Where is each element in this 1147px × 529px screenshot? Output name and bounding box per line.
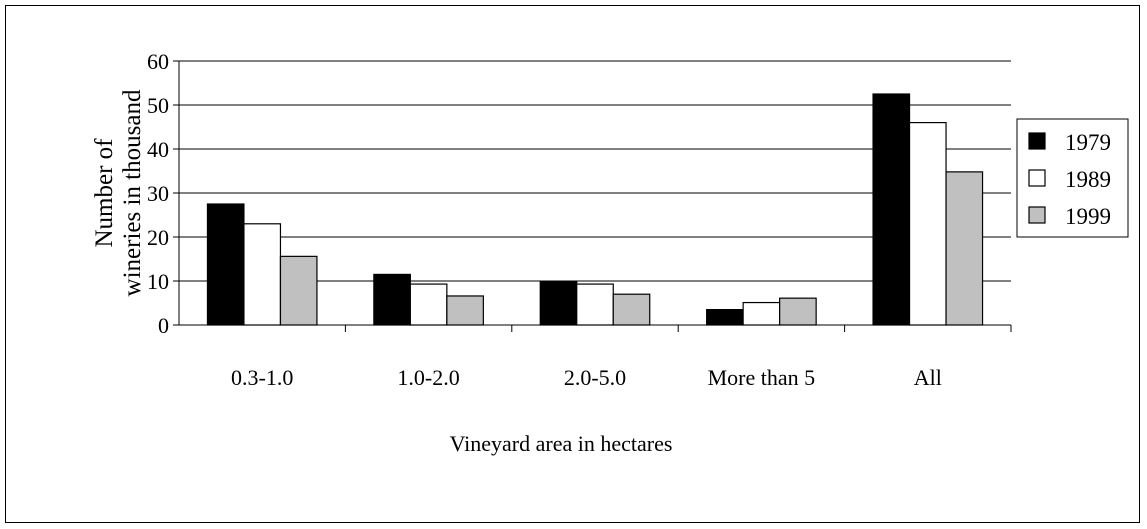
bar-1979 (872, 93, 911, 326)
x-tick-label: 1.0-2.0 (397, 365, 459, 390)
x-tick-labels: 0.3-1.0 1.0-2.0 2.0-5.0 More than 5 All (231, 365, 942, 390)
legend-swatch (1028, 169, 1046, 187)
legend-swatch (1028, 132, 1046, 150)
y-axis-label-text: Number ofwineries in thousand (91, 89, 146, 296)
legend: 1979 1989 1999 (1016, 118, 1129, 238)
bar-1989 (576, 283, 614, 326)
bar-1999 (279, 255, 318, 326)
bar-1979 (373, 273, 411, 326)
bar-1989 (409, 283, 448, 326)
bar-1999 (446, 295, 484, 326)
x-tick-label: 2.0-5.0 (564, 365, 626, 390)
x-tick-label: All (914, 365, 942, 390)
bar-1979 (706, 309, 744, 326)
bar-1999 (612, 293, 651, 326)
bar-1979 (206, 203, 245, 326)
legend-label: 1979 (1065, 130, 1111, 155)
legend-label: 1999 (1065, 204, 1111, 229)
chart-frame: 0 10 20 30 40 50 60 0.3-1.0 1.0-2.0 2.0-5.0 More … (5, 5, 1140, 523)
y-tick-label: 60 (147, 49, 169, 74)
gridlines (179, 60, 1011, 282)
bars (206, 93, 984, 326)
y-tick-labels: 0 10 20 30 40 50 60 (147, 49, 169, 338)
x-tick-label: More than 5 (708, 365, 816, 390)
bar-1989 (243, 223, 282, 326)
axes (173, 60, 1012, 332)
y-tick-label: 10 (147, 269, 169, 294)
legend-swatch (1028, 206, 1046, 224)
y-tick-label: 20 (147, 225, 169, 250)
x-tick-label: 0.3-1.0 (231, 365, 293, 390)
y-tick-label: 50 (147, 93, 169, 118)
y-axis-label: Number ofwineries in thousand (91, 89, 146, 296)
bar-1989 (908, 121, 947, 326)
y-tick-label: 0 (158, 313, 169, 338)
y-tick-label: 40 (147, 137, 169, 162)
legend-label: 1989 (1065, 167, 1111, 192)
bar-1999 (945, 171, 984, 326)
x-axis-label: Vineyard area in hectares (450, 431, 673, 456)
bar-1979 (539, 281, 578, 326)
y-tick-label: 30 (147, 181, 169, 206)
bar-1999 (779, 297, 817, 326)
bar-1989 (742, 301, 781, 326)
bar-chart: 0 10 20 30 40 50 60 0.3-1.0 1.0-2.0 2.0-5.0 More … (91, 49, 1129, 456)
